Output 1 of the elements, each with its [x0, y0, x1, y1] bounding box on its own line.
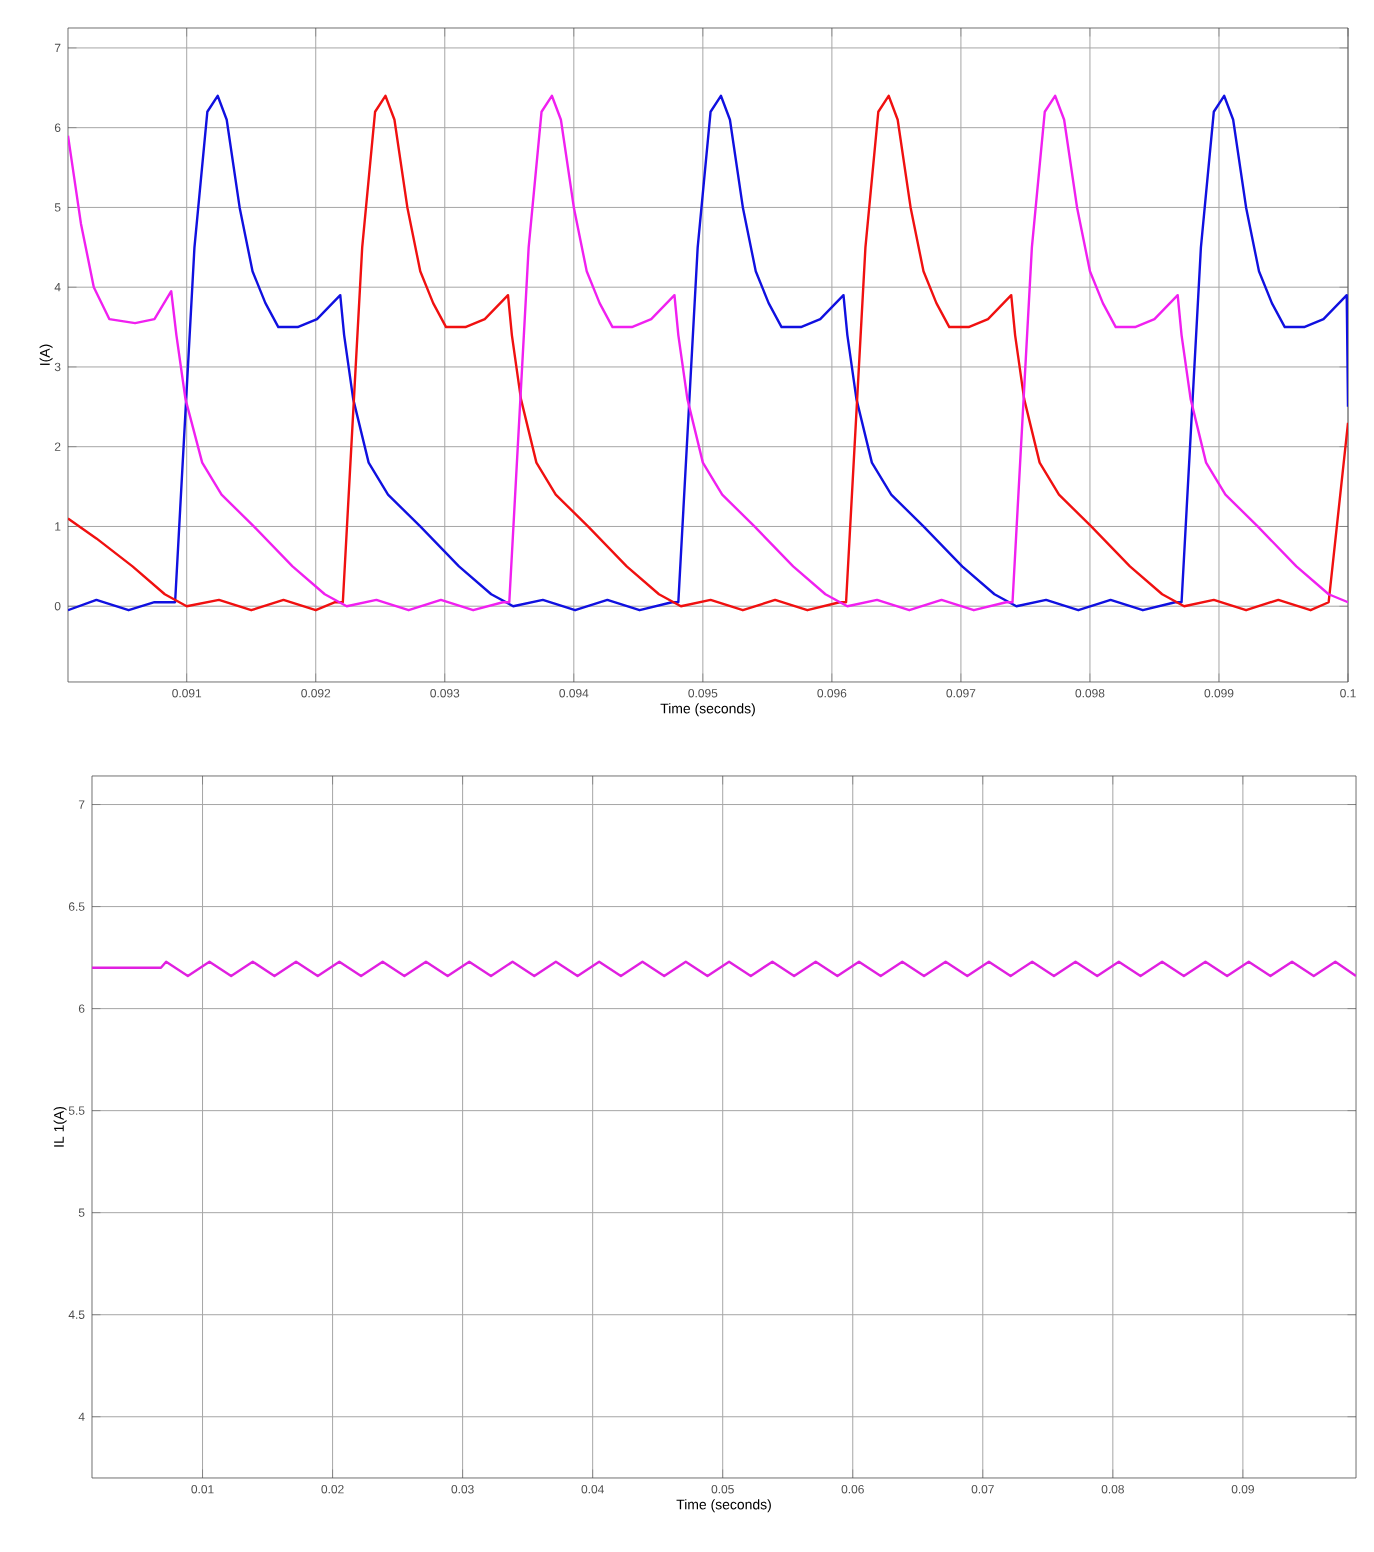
- line-series: [68, 94, 1349, 612]
